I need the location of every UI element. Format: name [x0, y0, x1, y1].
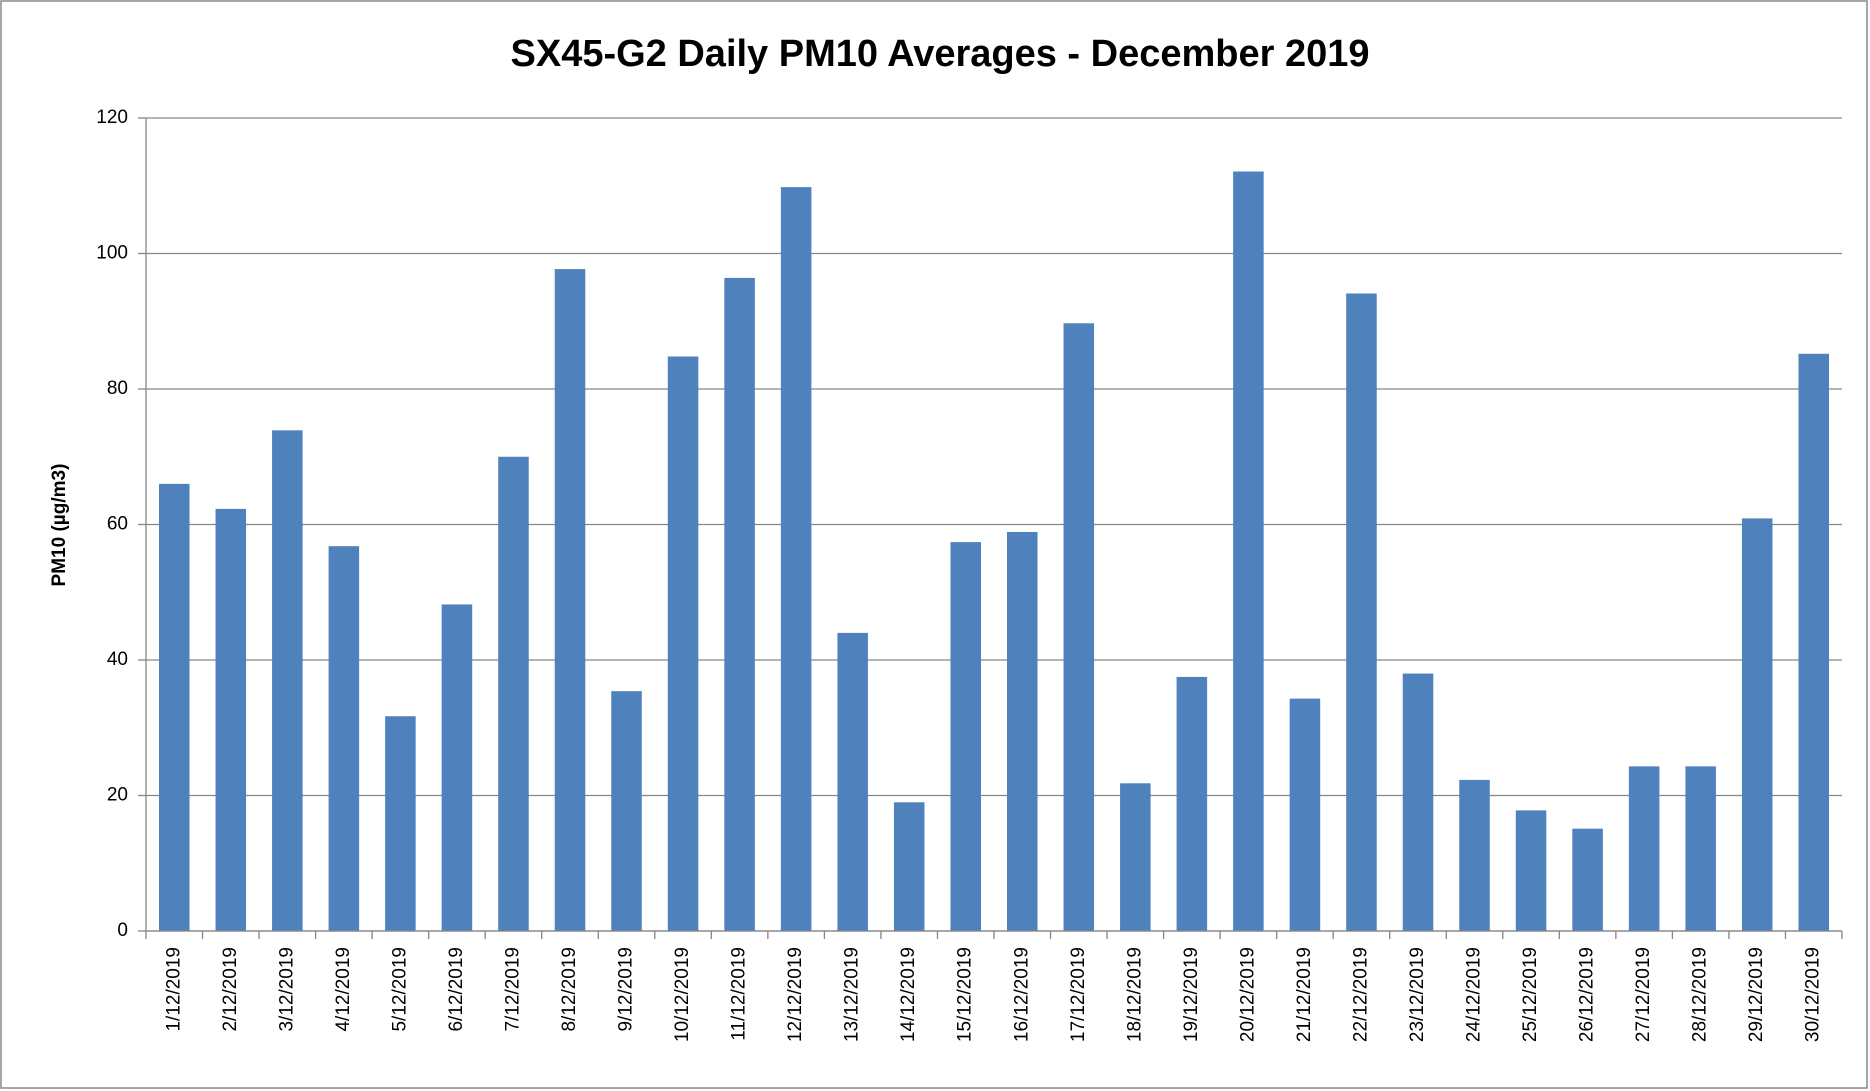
bar [498, 456, 529, 931]
y-tick-label: 40 [107, 649, 128, 670]
x-tick-label: 29/12/2019 [1746, 947, 1767, 1042]
bar [1572, 828, 1603, 931]
bar [893, 802, 925, 931]
x-tick-label: 22/12/2019 [1350, 947, 1371, 1042]
y-tick-label: 0 [117, 920, 128, 941]
x-tick-label: 21/12/2019 [1294, 947, 1315, 1042]
x-tick-label: 4/12/2019 [333, 947, 354, 1032]
bar [215, 508, 247, 931]
x-tick-label: 20/12/2019 [1237, 947, 1258, 1042]
x-tick-label: 7/12/2019 [502, 947, 523, 1032]
bar [837, 632, 868, 931]
bar [667, 356, 699, 932]
x-tick-label: 1/12/2019 [163, 947, 184, 1032]
x-tick-label: 18/12/2019 [1124, 947, 1145, 1042]
x-tick-label: 17/12/2019 [1068, 947, 1089, 1042]
x-tick-label: 3/12/2019 [276, 947, 297, 1032]
x-tick-label: 27/12/2019 [1633, 947, 1654, 1042]
x-tick-label: 9/12/2019 [616, 947, 637, 1032]
y-axis-title: PM10 (µg/m3) [49, 464, 70, 587]
x-tick-label: 10/12/2019 [672, 947, 693, 1042]
bar [780, 187, 812, 932]
bar [1515, 810, 1547, 931]
x-tick-label: 5/12/2019 [389, 947, 410, 1032]
bar [611, 691, 642, 931]
x-tick-label: 16/12/2019 [1011, 947, 1032, 1042]
bar [385, 716, 416, 931]
x-tick-label: 12/12/2019 [785, 947, 806, 1042]
y-tick-label: 100 [96, 243, 128, 264]
x-tick-label: 2/12/2019 [220, 947, 241, 1032]
bar [1120, 783, 1151, 931]
bar [1741, 518, 1773, 931]
chart-title: SX45-G2 Daily PM10 Averages - December 2… [511, 33, 1370, 75]
bar [950, 542, 981, 931]
x-tick-label: 19/12/2019 [1181, 947, 1202, 1042]
bar [441, 604, 473, 931]
x-tick-label: 15/12/2019 [955, 947, 976, 1042]
x-tick-label: 30/12/2019 [1803, 947, 1824, 1042]
bar [272, 430, 303, 931]
bar [1628, 766, 1660, 931]
bar [724, 277, 755, 931]
bar [1685, 766, 1716, 931]
x-tick-label: 28/12/2019 [1690, 947, 1711, 1042]
x-tick-label: 26/12/2019 [1577, 947, 1598, 1042]
y-tick-label: 20 [107, 785, 128, 806]
bar [1346, 293, 1377, 931]
y-tick-label: 120 [96, 107, 128, 128]
x-tick-label: 13/12/2019 [842, 947, 863, 1042]
bar [1007, 531, 1038, 931]
x-tick-label: 11/12/2019 [729, 947, 750, 1041]
bar [1459, 779, 1490, 931]
bar [1402, 673, 1434, 931]
bar [1798, 353, 1829, 931]
bar [1233, 171, 1264, 931]
x-tick-label: 25/12/2019 [1520, 947, 1541, 1042]
x-tick-label: 8/12/2019 [559, 947, 580, 1032]
bar [1176, 676, 1208, 931]
x-tick-label: 6/12/2019 [446, 947, 467, 1032]
bar [1063, 323, 1095, 932]
x-tick-label: 24/12/2019 [1464, 947, 1485, 1042]
bar [554, 269, 586, 931]
x-tick-label: 23/12/2019 [1407, 947, 1428, 1042]
bar [1289, 698, 1321, 931]
y-tick-label: 60 [107, 514, 128, 535]
y-tick-label: 80 [107, 378, 128, 399]
x-tick-label: 14/12/2019 [898, 947, 919, 1042]
bar [159, 483, 190, 931]
bar [328, 546, 360, 931]
